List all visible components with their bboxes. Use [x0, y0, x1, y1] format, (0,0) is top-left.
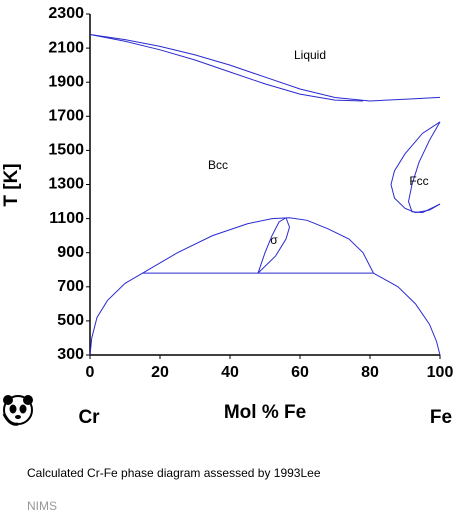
- phase-boundary: [89, 272, 143, 356]
- y-tick-label: 2100: [48, 39, 84, 56]
- x-tick-label: 0: [86, 364, 95, 381]
- y-tick-label: 500: [57, 312, 84, 329]
- y-tick-label: 300: [57, 346, 84, 363]
- phase-boundary: [257, 217, 291, 274]
- panda-icon: [2, 395, 33, 426]
- region-label: Liquid: [294, 48, 326, 62]
- x-end-label: Cr: [78, 407, 100, 428]
- region-label: σ: [270, 233, 278, 247]
- phase-boundary: [407, 121, 441, 214]
- phase-boundary: [373, 272, 441, 356]
- y-tick-label: 1900: [48, 73, 84, 90]
- y-tick-label: 1300: [48, 176, 84, 193]
- y-tick-label: 900: [57, 244, 84, 261]
- y-tick-label: 700: [57, 278, 84, 295]
- phase-boundary: [390, 121, 441, 214]
- x-end-label: Fe: [430, 407, 452, 428]
- y-tick-label: 1700: [48, 108, 84, 125]
- region-label: Fcc: [409, 174, 428, 188]
- region-label: Bcc: [208, 158, 228, 172]
- x-tick-label: 60: [291, 364, 309, 381]
- phase-boundary: [89, 33, 364, 102]
- source: NIMS: [27, 499, 57, 513]
- caption: Calculated Cr-Fe phase diagram assessed …: [27, 466, 321, 480]
- phase-boundary: [257, 217, 287, 274]
- y-axis-title: T [K]: [1, 163, 22, 206]
- phase-boundary: [89, 33, 441, 102]
- x-tick-label: 40: [221, 364, 239, 381]
- x-tick-label: 100: [427, 364, 454, 381]
- x-axis-title: Mol % Fe: [224, 402, 306, 423]
- phase-boundary: [142, 217, 374, 274]
- y-tick-label: 1500: [48, 142, 84, 159]
- y-tick-label: 2300: [48, 5, 84, 22]
- y-tick-label: 1100: [49, 210, 84, 227]
- x-tick-label: 80: [361, 364, 379, 381]
- x-tick-label: 20: [151, 364, 169, 381]
